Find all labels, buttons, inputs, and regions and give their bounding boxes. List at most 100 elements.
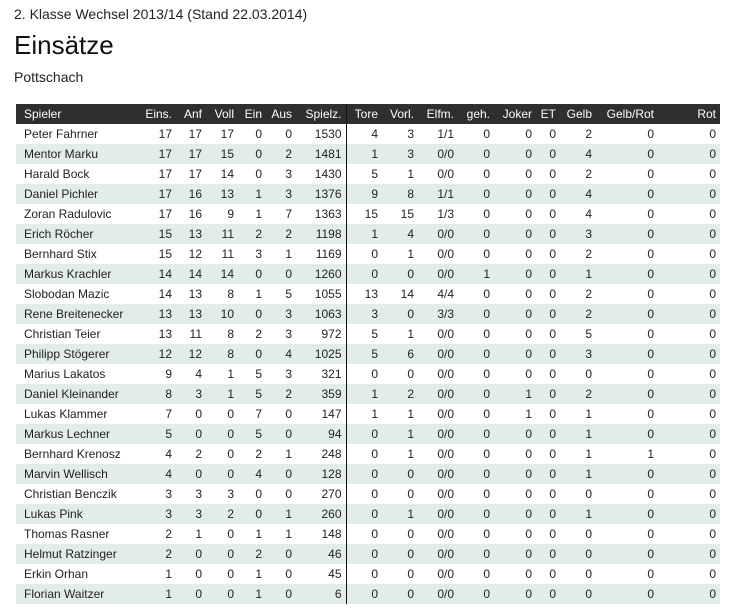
stat-cell: 3 [266,184,296,204]
player-name-cell: Lukas Pink [16,504,138,524]
stat-cell: 0 [345,524,382,544]
stat-cell: 3 [176,384,206,404]
stat-cell: 0 [536,364,560,384]
stat-cell: 1 [266,444,296,464]
stat-cell: 0 [458,424,494,444]
stat-cell: 5 [560,324,596,344]
stat-cell: 0 [536,344,560,364]
column-header: Elfm. [418,104,458,124]
table-row: Mentor Marku 17 17 15 0 2 1481 1 3 0/0 0 0 0 4 0 0 [16,144,720,164]
stat-cell: 0/0 [418,224,458,244]
stat-cell: 17 [138,124,176,144]
stat-cell: 5 [238,424,266,444]
stat-cell: 0 [458,404,494,424]
stat-cell: 0 [494,484,536,504]
stat-cell: 4 [382,224,418,244]
stat-cell: 260 [296,504,346,524]
stat-cell: 0 [596,164,658,184]
column-header: Voll [206,104,238,124]
stat-cell: 8 [206,344,238,364]
stat-cell: 1 [266,504,296,524]
stat-cell: 0 [596,364,658,384]
stat-cell: 0 [596,224,658,244]
stat-cell: 0 [494,324,536,344]
stat-cell: 0 [658,144,720,164]
stat-cell: 1430 [296,164,346,184]
stat-cell: 1 [458,264,494,284]
stat-cell: 0 [494,424,536,444]
stat-cell: 1363 [296,204,346,224]
stat-cell: 0 [596,544,658,564]
stat-cell: 147 [296,404,346,424]
stat-cell: 0 [458,364,494,384]
stat-cell: 0 [494,164,536,184]
stat-cell: 1 [345,404,382,424]
stat-cell: 0 [494,444,536,464]
table-row: Zoran Radulovic 17 16 9 1 7 1363 15 15 1/3 0 0 0 4 0 0 [16,204,720,224]
stat-cell: 0 [206,544,238,564]
stat-cell: 0 [596,324,658,344]
player-name-cell: Peter Fahrner [16,124,138,144]
stat-cell: 94 [296,424,346,444]
stat-cell: 0 [206,564,238,584]
stat-cell: 0 [596,344,658,364]
player-name-cell: Bernhard Krenosz [16,444,138,464]
stat-cell: 2 [266,224,296,244]
stat-cell: 3 [138,504,176,524]
stat-cell: 0 [494,204,536,224]
stat-cell: 0/0 [418,164,458,184]
stat-cell: 148 [296,524,346,544]
stat-cell: 1 [345,144,382,164]
stat-cell: 1 [238,524,266,544]
stat-cell: 5 [238,384,266,404]
stat-cell: 0 [494,544,536,564]
player-name-cell: Florian Waitzer [16,584,138,604]
table-row: Lukas Klammer 7 0 0 7 0 147 1 1 0/0 0 1 0 1 0 0 [16,404,720,424]
stat-cell: 1 [238,284,266,304]
stat-cell: 0 [658,124,720,144]
stat-cell: 7 [238,404,266,424]
stat-cell: 0 [658,244,720,264]
stat-cell: 0 [536,204,560,224]
stat-cell: 7 [266,204,296,224]
table-row: Marius Lakatos 9 4 1 5 3 321 0 0 0/0 0 0 0 0 0 0 [16,364,720,384]
stat-cell: 0 [536,564,560,584]
stat-cell: 0 [266,564,296,584]
stat-cell: 0 [494,464,536,484]
stat-cell: 0 [658,284,720,304]
player-name-cell: Erich Röcher [16,224,138,244]
stat-cell: 0 [176,544,206,564]
table-row: Thomas Rasner 2 1 0 1 1 148 0 0 0/0 0 0 0 0 0 0 [16,524,720,544]
stat-cell: 0 [658,584,720,604]
stat-cell: 0/0 [418,564,458,584]
stat-cell: 0 [658,364,720,384]
player-name-cell: Bernhard Stix [16,244,138,264]
stat-cell: 0 [238,484,266,504]
stat-cell: 0 [658,544,720,564]
player-name-cell: Philipp Stögerer [16,344,138,364]
stat-cell: 321 [296,364,346,384]
table-row: Marvin Wellisch 4 0 0 4 0 128 0 0 0/0 0 0 0 1 0 0 [16,464,720,484]
stat-cell: 17 [138,184,176,204]
stat-cell: 0/0 [418,264,458,284]
stat-cell: 0/0 [418,584,458,604]
table-row: Christian Benczik 3 3 3 0 0 270 0 0 0/0 0 0 0 0 0 0 [16,484,720,504]
stat-cell: 0 [345,484,382,504]
stat-cell: 3 [176,484,206,504]
column-header: Vorl. [382,104,418,124]
stat-cell: 0 [238,144,266,164]
stat-cell: 14 [206,164,238,184]
stat-cell: 5 [266,284,296,304]
stat-cell: 1/1 [418,184,458,204]
stat-cell: 9 [138,364,176,384]
stat-cell: 13 [176,304,206,324]
column-header: Gelb/Rot [596,104,658,124]
stat-cell: 0 [596,424,658,444]
stat-cell: 17 [176,124,206,144]
column-header: Tore [345,104,382,124]
table-row: Bernhard Krenosz 4 2 0 2 1 248 0 1 0/0 0 0 0 1 1 0 [16,444,720,464]
stat-cell: 2 [138,544,176,564]
stat-cell: 2 [238,444,266,464]
stat-cell: 4 [560,184,596,204]
stat-cell: 17 [176,144,206,164]
